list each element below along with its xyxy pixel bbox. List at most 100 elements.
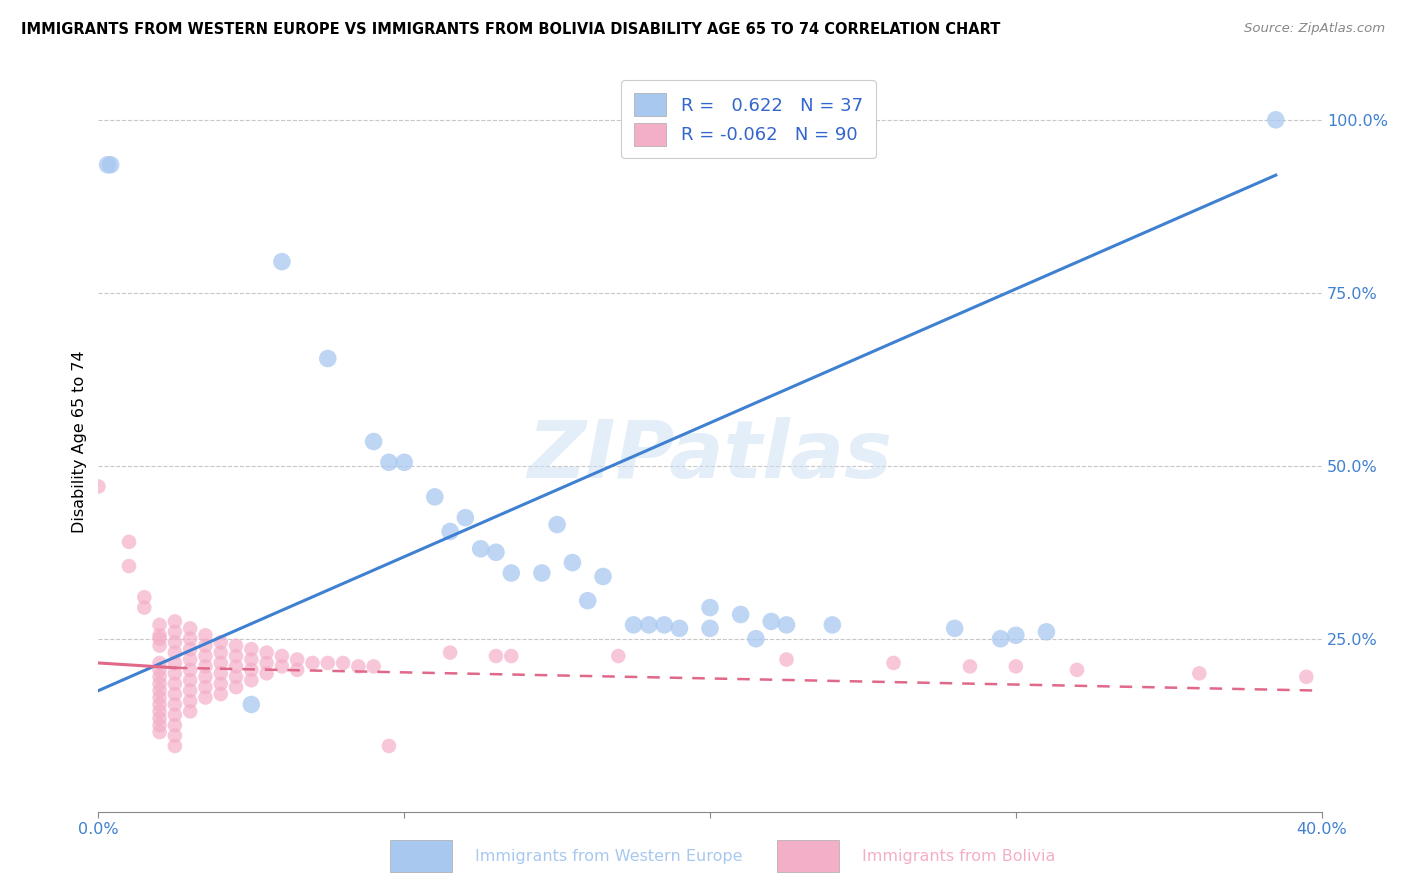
Point — [194, 639, 217, 653]
FancyBboxPatch shape — [778, 840, 838, 872]
Point — [1188, 666, 1211, 681]
Point — [149, 628, 172, 642]
Point — [225, 659, 247, 673]
Point — [623, 618, 645, 632]
Point — [392, 455, 416, 469]
Point — [285, 663, 308, 677]
Point — [883, 656, 905, 670]
Point — [270, 659, 292, 673]
Point — [118, 534, 141, 549]
Point — [775, 618, 797, 632]
Point — [149, 683, 172, 698]
Point — [759, 615, 782, 629]
Point — [149, 618, 172, 632]
Point — [163, 707, 186, 722]
Point — [454, 510, 477, 524]
Point — [209, 635, 232, 649]
Point — [240, 652, 263, 666]
Point — [100, 158, 122, 172]
Point — [240, 663, 263, 677]
Point — [149, 725, 172, 739]
Point — [163, 739, 186, 753]
Text: Immigrants from Western Europe: Immigrants from Western Europe — [475, 849, 742, 863]
Point — [163, 687, 186, 701]
Point — [179, 683, 201, 698]
Point — [1035, 624, 1057, 639]
Point — [256, 666, 278, 681]
Point — [347, 659, 370, 673]
Legend: R =   0.622   N = 37, R = -0.062   N = 90: R = 0.622 N = 37, R = -0.062 N = 90 — [621, 80, 876, 159]
Point — [363, 659, 385, 673]
Point — [501, 648, 523, 663]
Point — [270, 648, 292, 663]
Point — [378, 455, 401, 469]
Point — [240, 642, 263, 657]
Point — [501, 566, 523, 580]
Point — [149, 670, 172, 684]
Point — [163, 698, 186, 712]
Point — [97, 158, 120, 172]
Point — [194, 659, 217, 673]
Point — [163, 624, 186, 639]
Point — [256, 656, 278, 670]
Point — [179, 652, 201, 666]
Point — [194, 680, 217, 694]
Point — [194, 690, 217, 705]
Point — [163, 666, 186, 681]
Point — [163, 676, 186, 690]
Point — [179, 632, 201, 646]
Point — [316, 351, 339, 366]
Y-axis label: Disability Age 65 to 74: Disability Age 65 to 74 — [72, 351, 87, 533]
Point — [652, 618, 675, 632]
Point — [285, 652, 308, 666]
Point — [1264, 112, 1286, 127]
Point — [194, 648, 217, 663]
Point — [209, 687, 232, 701]
Point — [775, 652, 797, 666]
Point — [194, 670, 217, 684]
Point — [378, 739, 401, 753]
Point — [225, 648, 247, 663]
Point — [546, 517, 568, 532]
Point — [332, 656, 354, 670]
Point — [118, 559, 141, 574]
Point — [163, 729, 186, 743]
Text: Immigrants from Bolivia: Immigrants from Bolivia — [862, 849, 1056, 863]
Point — [1295, 670, 1317, 684]
Point — [209, 656, 232, 670]
Point — [149, 711, 172, 725]
Text: IMMIGRANTS FROM WESTERN EUROPE VS IMMIGRANTS FROM BOLIVIA DISABILITY AGE 65 TO 7: IMMIGRANTS FROM WESTERN EUROPE VS IMMIGR… — [21, 22, 1001, 37]
Point — [179, 663, 201, 677]
Point — [668, 621, 690, 635]
Point — [149, 718, 172, 732]
Point — [485, 545, 508, 559]
Point — [363, 434, 385, 449]
Point — [149, 698, 172, 712]
Point — [149, 663, 172, 677]
Point — [163, 718, 186, 732]
Text: Source: ZipAtlas.com: Source: ZipAtlas.com — [1244, 22, 1385, 36]
Point — [270, 254, 292, 268]
Point — [225, 680, 247, 694]
Point — [301, 656, 323, 670]
Point — [149, 632, 172, 646]
Point — [163, 635, 186, 649]
Point — [423, 490, 446, 504]
Point — [209, 666, 232, 681]
Point — [179, 705, 201, 719]
Point — [530, 566, 553, 580]
Point — [194, 628, 217, 642]
Point — [745, 632, 768, 646]
Point — [87, 479, 110, 493]
Point — [209, 646, 232, 660]
Point — [179, 621, 201, 635]
Point — [576, 593, 599, 607]
Point — [163, 656, 186, 670]
Point — [470, 541, 492, 556]
Point — [149, 639, 172, 653]
Point — [607, 648, 630, 663]
Point — [439, 524, 461, 539]
Point — [699, 600, 721, 615]
Point — [592, 569, 614, 583]
Point — [990, 632, 1012, 646]
